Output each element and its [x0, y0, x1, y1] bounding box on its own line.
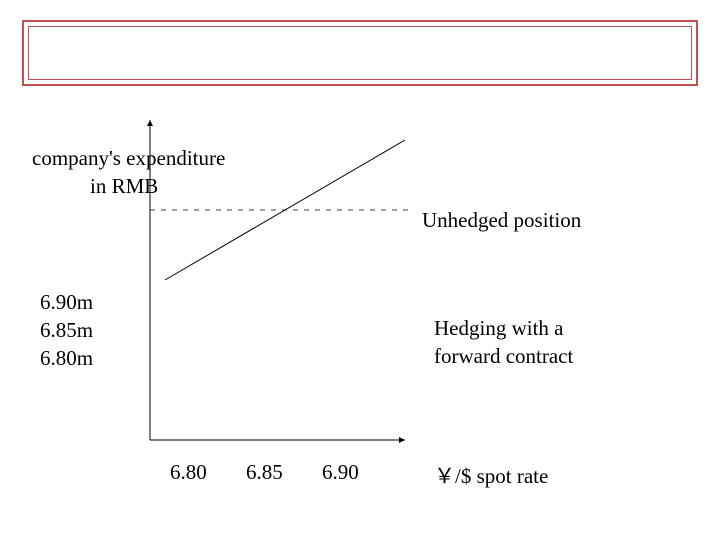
slide: company's expenditure in RMB Unhedged po… — [0, 0, 720, 540]
hedging-label-line2: forward contract — [434, 344, 573, 369]
y-tick-685: 6.85m — [40, 318, 93, 343]
x-axis-title: ￥/$ spot rate — [434, 460, 548, 490]
unhedged-label: Unhedged position — [422, 208, 581, 233]
y-tick-690: 6.90m — [40, 290, 93, 315]
x-tick-690: 6.90 — [322, 460, 359, 485]
y-axis-title-line2: in RMB — [90, 174, 158, 199]
y-tick-680: 6.80m — [40, 346, 93, 371]
y-axis-title-line1: company's expenditure — [32, 146, 225, 171]
x-tick-685: 6.85 — [246, 460, 283, 485]
x-tick-680: 6.80 — [170, 460, 207, 485]
hedging-label-line1: Hedging with a — [434, 316, 563, 341]
chart-svg — [0, 0, 720, 540]
